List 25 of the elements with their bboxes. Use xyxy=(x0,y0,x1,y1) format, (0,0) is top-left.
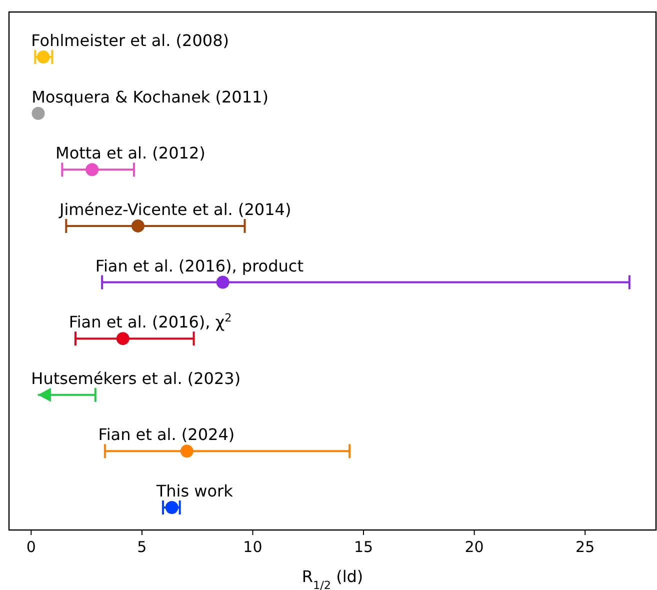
x-axis-title: R$_{1/2}$ (ld) xyxy=(302,567,364,590)
y-tick-label: Fian et al. (2016), χ$^{2}$ xyxy=(68,311,232,332)
y-tick-label: Fian et al. (2016), product xyxy=(95,256,304,276)
x-tick-label: 0 xyxy=(26,538,36,556)
y-tick-label: Motta et al. (2012) xyxy=(56,144,206,163)
x-tick-label: 25 xyxy=(576,538,595,556)
point xyxy=(116,332,130,346)
point xyxy=(131,219,144,232)
point xyxy=(216,276,230,289)
y-tick-label: Hutsemékers et al. (2023) xyxy=(31,368,241,388)
y-tick-label: Fian et al. (2024) xyxy=(98,425,235,444)
point xyxy=(180,444,194,458)
x-tick-label: 10 xyxy=(243,538,262,556)
y-tick-label: Fohlmeister et al. (2008) xyxy=(31,31,229,50)
point xyxy=(32,106,45,120)
x-tick-label: 20 xyxy=(464,538,484,556)
y-tick-label: Mosquera & Kochanek (2011) xyxy=(32,87,268,106)
y-tick-label: This work xyxy=(155,481,234,500)
point xyxy=(36,50,50,64)
x-tick-label: 5 xyxy=(137,538,147,556)
x-tick-label: 15 xyxy=(354,538,374,556)
point xyxy=(86,163,99,176)
point xyxy=(165,500,178,514)
point xyxy=(38,388,51,402)
y-tick-label: Jiménez-Vicente et al. (2014) xyxy=(58,200,292,219)
